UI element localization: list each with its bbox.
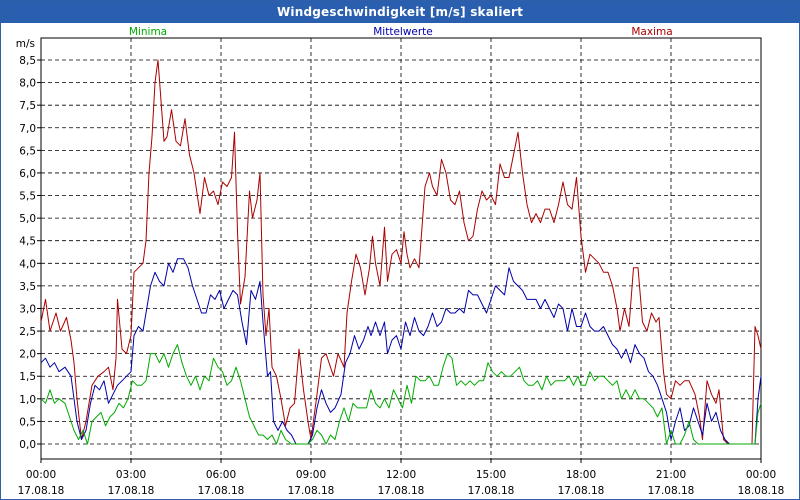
y-tick-label: 5,5 <box>19 191 36 203</box>
window-title: Windgeschwindigkeit [m/s] skaliert <box>1 1 799 23</box>
y-tick-label: 0,5 <box>19 416 36 428</box>
x-tick-label-date: 17.08.18 <box>288 485 335 497</box>
x-tick-label-date: 17.08.18 <box>108 485 155 497</box>
y-tick-label: 7,5 <box>19 100 36 112</box>
x-tick-label-date: 17.08.18 <box>648 485 695 497</box>
axes: 0,0 0,5 1,0 1,5 2,0 2,5 3,0 3,5 4,0 4,5 5,0 5,5 6,0 6… <box>16 38 785 497</box>
x-tick-label-time: 18:00 <box>566 469 596 481</box>
y-tick-label: 7,0 <box>19 123 36 135</box>
x-tick-label-date: 17.08.18 <box>558 485 605 497</box>
legend-entry: Maxima <box>631 26 672 38</box>
x-tick-label-time: 21:00 <box>656 469 686 481</box>
x-tick-label-time: 09:00 <box>296 469 326 481</box>
y-tick-label: 2,5 <box>19 326 36 338</box>
y-tick-label: 6,0 <box>19 168 36 180</box>
y-tick-label: 6,5 <box>19 145 36 157</box>
y-tick-label: 1,5 <box>19 371 36 383</box>
legend-entry: Minima <box>129 26 167 38</box>
x-tick-label-date: 17.08.18 <box>378 485 425 497</box>
y-tick-label: 0,0 <box>19 439 36 451</box>
x-tick-label-date: 18.08.18 <box>738 485 785 497</box>
x-tick-label-time: 00:00 <box>746 469 776 481</box>
x-tick-label-time: 15:00 <box>476 469 506 481</box>
x-tick-label-time: 12:00 <box>386 469 416 481</box>
y-tick-label: 3,5 <box>19 281 36 293</box>
series-line-mittelwerte <box>40 258 762 445</box>
x-tick-label-time: 03:00 <box>116 469 146 481</box>
x-tick-label-time: 00:00 <box>26 469 56 481</box>
legend: Minima Mittelwerte Maxima <box>129 26 673 38</box>
series-group <box>40 59 762 445</box>
y-tick-label: 2,0 <box>19 349 36 361</box>
series-line-maxima <box>40 59 762 445</box>
y-tick-label: 3,0 <box>19 303 36 315</box>
series-line-minima <box>40 344 762 445</box>
y-tick-label: 4,5 <box>19 236 36 248</box>
y-tick-label: 8,0 <box>19 78 36 90</box>
x-tick-label-date: 17.08.18 <box>198 485 245 497</box>
x-tick-label-date: 17.08.18 <box>18 485 65 497</box>
y-tick-label: 1,0 <box>19 394 36 406</box>
legend-entry: Mittelwerte <box>373 26 433 38</box>
x-tick-label-time: 06:00 <box>206 469 236 481</box>
wind-speed-chart: Minima Mittelwerte Maxima 0,0 0,5 1,0 1,5 2,0 2… <box>16 26 785 497</box>
y-tick-label: 4,0 <box>19 258 36 270</box>
y-tick-label: 8,5 <box>19 55 36 67</box>
y-axis-label: m/s <box>16 38 35 50</box>
x-tick-label-date: 17.08.18 <box>468 485 515 497</box>
y-tick-label: 5,0 <box>19 213 36 225</box>
